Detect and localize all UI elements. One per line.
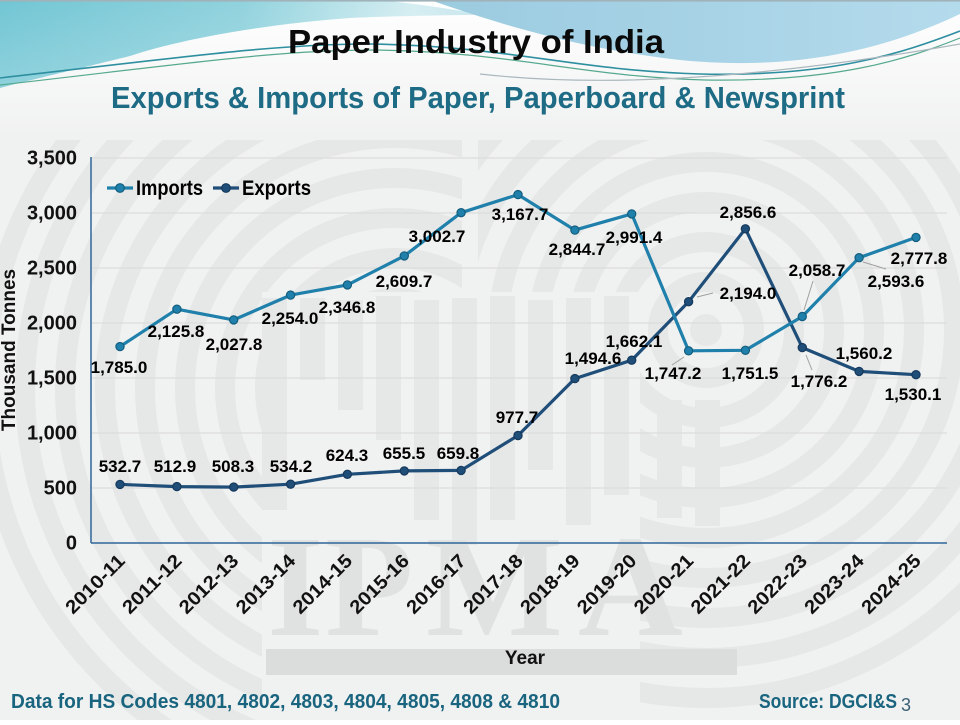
- svg-text:3: 3: [901, 695, 911, 715]
- svg-text:1,751.5: 1,751.5: [722, 364, 779, 383]
- svg-text:2,609.7: 2,609.7: [376, 272, 433, 291]
- svg-text:534.2: 534.2: [270, 457, 313, 476]
- svg-text:2,593.6: 2,593.6: [868, 272, 925, 291]
- svg-text:1,000: 1,000: [27, 423, 77, 445]
- svg-text:532.7: 532.7: [99, 457, 142, 476]
- svg-text:2,058.7: 2,058.7: [789, 261, 846, 280]
- svg-text:2,777.8: 2,777.8: [891, 249, 948, 268]
- svg-text:Exports: Exports: [242, 177, 311, 200]
- svg-text:508.3: 508.3: [212, 457, 255, 476]
- svg-text:512.9: 512.9: [154, 457, 197, 476]
- svg-text:A: A: [578, 507, 683, 667]
- svg-text:1,530.1: 1,530.1: [885, 385, 942, 404]
- svg-text:2,027.8: 2,027.8: [206, 335, 263, 354]
- svg-text:0: 0: [66, 533, 77, 555]
- svg-text:659.8: 659.8: [437, 444, 480, 463]
- svg-text:M: M: [426, 507, 563, 667]
- svg-text:2,346.8: 2,346.8: [319, 298, 376, 317]
- svg-text:Paper Industry of India: Paper Industry of India: [288, 23, 665, 60]
- svg-text:655.5: 655.5: [383, 444, 426, 463]
- svg-text:I: I: [267, 507, 323, 667]
- svg-text:Thousand Tonnes: Thousand Tonnes: [0, 269, 20, 431]
- svg-text:3,002.7: 3,002.7: [409, 227, 466, 246]
- svg-text:624.3: 624.3: [326, 446, 369, 465]
- svg-text:Exports & Imports of Paper, Pa: Exports & Imports of Paper, Paperboard &…: [111, 80, 845, 115]
- svg-text:977.7: 977.7: [496, 408, 539, 427]
- svg-text:3,167.7: 3,167.7: [492, 205, 549, 224]
- svg-text:Imports: Imports: [136, 177, 203, 200]
- svg-text:1,662.1: 1,662.1: [606, 332, 663, 351]
- svg-text:2,500: 2,500: [27, 258, 77, 280]
- svg-text:2,194.0: 2,194.0: [720, 284, 777, 303]
- svg-text:2,125.8: 2,125.8: [148, 322, 205, 341]
- svg-text:1,494.6: 1,494.6: [565, 349, 622, 368]
- svg-text:1,560.2: 1,560.2: [836, 344, 893, 363]
- svg-text:1,785.0: 1,785.0: [91, 358, 148, 377]
- svg-text:3,000: 3,000: [27, 203, 77, 225]
- svg-text:Year: Year: [505, 648, 546, 669]
- svg-text:Source: DGCI&S: Source: DGCI&S: [759, 691, 897, 713]
- svg-text:1,500: 1,500: [27, 368, 77, 390]
- svg-text:2,844.7: 2,844.7: [549, 240, 606, 259]
- svg-text:500: 500: [44, 478, 77, 500]
- svg-text:2,991.4: 2,991.4: [606, 228, 663, 247]
- svg-text:P: P: [325, 507, 414, 667]
- svg-text:2,856.6: 2,856.6: [720, 203, 777, 222]
- svg-text:2,254.0: 2,254.0: [262, 309, 319, 328]
- svg-text:1,747.2: 1,747.2: [645, 364, 702, 383]
- svg-text:2,000: 2,000: [27, 313, 77, 335]
- svg-text:3,500: 3,500: [27, 148, 77, 170]
- svg-text:Data for HS Codes 4801, 4802,: Data for HS Codes 4801, 4802, 4803, 4804…: [11, 690, 560, 713]
- svg-text:1,776.2: 1,776.2: [791, 372, 848, 391]
